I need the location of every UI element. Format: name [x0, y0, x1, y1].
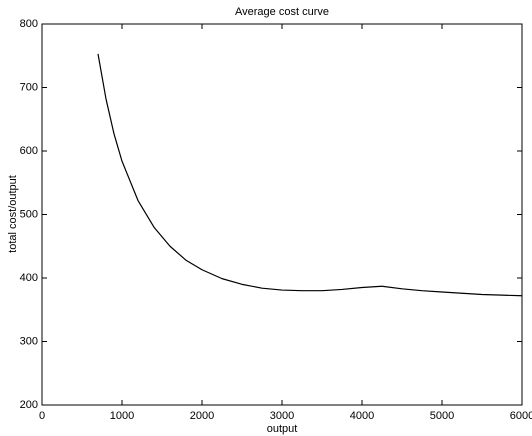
- chart-title: Average cost curve: [235, 6, 329, 18]
- y-tick-label: 500: [20, 208, 38, 220]
- y-tick-label: 200: [20, 399, 38, 411]
- x-tick-label: 6000: [510, 410, 532, 422]
- y-axis-label: total cost/output: [7, 175, 19, 253]
- y-tick-label: 400: [20, 272, 38, 284]
- y-tick-label: 800: [20, 18, 38, 30]
- y-tick-label: 600: [20, 145, 38, 157]
- x-tick-label: 3000: [270, 410, 294, 422]
- x-tick-label: 1000: [110, 410, 134, 422]
- y-tick-label: 300: [20, 335, 38, 347]
- cost-curve: [97, 53, 523, 297]
- x-tick-label: 5000: [430, 410, 454, 422]
- x-tick-label: 4000: [350, 410, 374, 422]
- x-tick-label: 0: [39, 410, 45, 422]
- x-tick-label: 2000: [190, 410, 214, 422]
- y-tick-label: 700: [20, 81, 38, 93]
- x-axis-label: output: [267, 423, 298, 435]
